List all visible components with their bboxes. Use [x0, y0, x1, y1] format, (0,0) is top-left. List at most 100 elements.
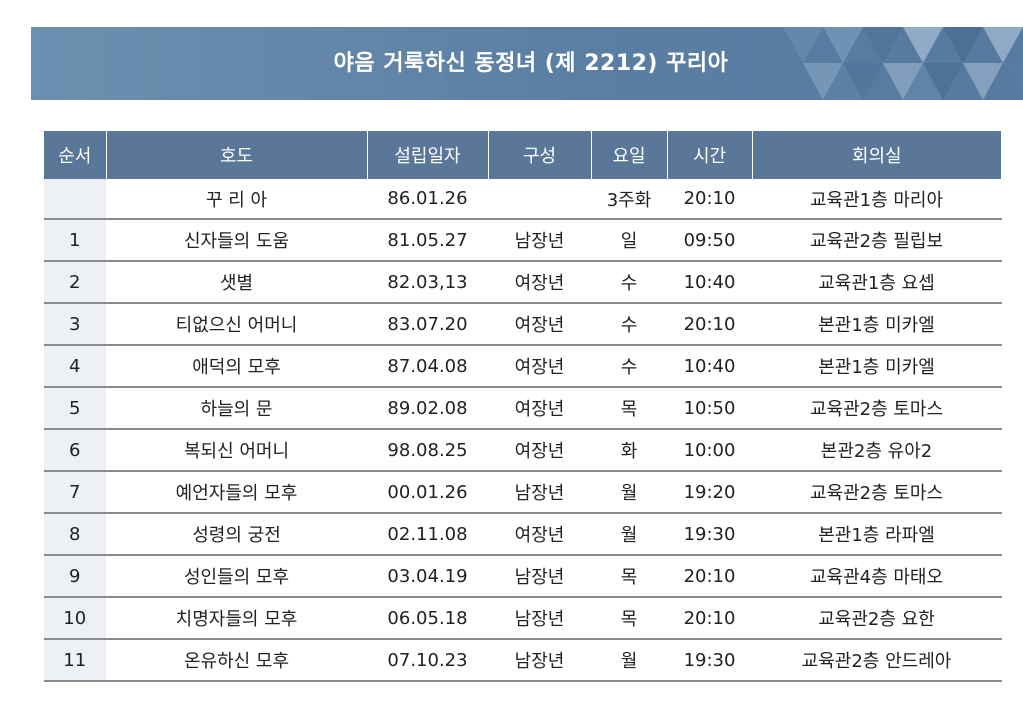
room-cell: 교육관2층 안드레아	[752, 639, 1002, 682]
name-cell: 티없으신 어머니	[106, 303, 368, 346]
name-cell: 신자들의 도움	[106, 219, 368, 262]
day-cell: 목	[591, 555, 668, 598]
table-body: 꾸 리 아 86.01.26 3주화 20:10 교육관1층 마리아 1 신자들의 도움 81…	[44, 179, 1002, 682]
day-cell: 화	[591, 429, 668, 472]
composition-cell	[488, 179, 592, 220]
order-cell: 3	[44, 303, 107, 346]
name-cell: 애덕의 모후	[106, 345, 368, 388]
title-banner: 야음 거룩하신 동정녀 (제 2212) 꾸리아	[31, 27, 1023, 100]
founded-cell: 87.04.08	[367, 345, 489, 388]
order-cell: 7	[44, 471, 107, 514]
day-cell: 일	[591, 219, 668, 262]
column-header: 순서	[44, 131, 107, 179]
founded-cell: 03.04.19	[367, 555, 489, 598]
order-cell: 5	[44, 387, 107, 430]
column-header: 설립일자	[367, 131, 489, 179]
founded-cell: 07.10.23	[367, 639, 489, 682]
room-cell: 교육관4층 마태오	[752, 555, 1002, 598]
column-header: 회의실	[752, 131, 1001, 179]
composition-cell: 남장년	[488, 219, 592, 262]
column-header: 시간	[667, 131, 753, 179]
column-header: 요일	[591, 131, 668, 179]
name-cell: 예언자들의 모후	[106, 471, 368, 514]
founded-cell: 81.05.27	[367, 219, 489, 262]
time-cell: 20:10	[667, 597, 753, 640]
room-cell: 교육관2층 토마스	[752, 387, 1002, 430]
table-row: 2 샛별 82.03,13 여장년 수 10:40 교육관1층 요셉	[44, 261, 1002, 304]
room-cell: 본관1층 라파엘	[752, 513, 1002, 556]
order-cell: 2	[44, 261, 107, 304]
column-header: 구성	[488, 131, 592, 179]
order-cell: 9	[44, 555, 107, 598]
name-cell: 치명자들의 모후	[106, 597, 368, 640]
table-row: 6 복되신 어머니 98.08.25 여장년 화 10:00 본관2층 유아2	[44, 429, 1002, 472]
composition-cell: 남장년	[488, 597, 592, 640]
room-cell: 교육관2층 필립보	[752, 219, 1002, 262]
groups-table: 순서 호도 설립일자 구성 요일 시간 회의실 꾸 리 아 86.01.26 3주화…	[44, 131, 1002, 682]
founded-cell: 86.01.26	[367, 179, 489, 220]
page-title: 야음 거룩하신 동정녀 (제 2212) 꾸리아	[333, 51, 729, 76]
table-row: 5 하늘의 문 89.02.08 여장년 목 10:50 교육관2층 토마스	[44, 387, 1002, 430]
name-cell: 성령의 궁전	[106, 513, 368, 556]
room-cell: 교육관1층 마리아	[752, 179, 1002, 220]
composition-cell: 여장년	[488, 513, 592, 556]
composition-cell: 여장년	[488, 261, 592, 304]
triangle-pattern-decoration	[783, 27, 1023, 100]
order-cell: 6	[44, 429, 107, 472]
time-cell: 20:10	[667, 555, 753, 598]
room-cell: 교육관2층 요한	[752, 597, 1002, 640]
table-row: 9 성인들의 모후 03.04.19 남장년 목 20:10 교육관4층 마태오	[44, 555, 1002, 598]
column-header: 호도	[106, 131, 368, 179]
room-cell: 교육관2층 토마스	[752, 471, 1002, 514]
table-row: 꾸 리 아 86.01.26 3주화 20:10 교육관1층 마리아	[44, 179, 1002, 220]
name-cell: 꾸 리 아	[106, 179, 368, 220]
composition-cell: 여장년	[488, 303, 592, 346]
day-cell: 목	[591, 387, 668, 430]
time-cell: 10:50	[667, 387, 753, 430]
founded-cell: 82.03,13	[367, 261, 489, 304]
founded-cell: 89.02.08	[367, 387, 489, 430]
name-cell: 복되신 어머니	[106, 429, 368, 472]
order-cell: 8	[44, 513, 107, 556]
day-cell: 3주화	[591, 179, 668, 220]
composition-cell: 남장년	[488, 471, 592, 514]
day-cell: 수	[591, 303, 668, 346]
room-cell: 본관1층 미카엘	[752, 345, 1002, 388]
day-cell: 목	[591, 597, 668, 640]
table-row: 3 티없으신 어머니 83.07.20 여장년 수 20:10 본관1층 미카엘	[44, 303, 1002, 346]
day-cell: 월	[591, 513, 668, 556]
order-cell: 11	[44, 639, 107, 682]
founded-cell: 06.05.18	[367, 597, 489, 640]
table-row: 10 치명자들의 모후 06.05.18 남장년 목 20:10 교육관2층 요한	[44, 597, 1002, 640]
table-row: 7 예언자들의 모후 00.01.26 남장년 월 19:20 교육관2층 토마스	[44, 471, 1002, 514]
time-cell: 19:20	[667, 471, 753, 514]
founded-cell: 98.08.25	[367, 429, 489, 472]
name-cell: 온유하신 모후	[106, 639, 368, 682]
composition-cell: 남장년	[488, 555, 592, 598]
time-cell: 10:40	[667, 345, 753, 388]
founded-cell: 00.01.26	[367, 471, 489, 514]
time-cell: 20:10	[667, 303, 753, 346]
founded-cell: 83.07.20	[367, 303, 489, 346]
day-cell: 월	[591, 639, 668, 682]
day-cell: 월	[591, 471, 668, 514]
time-cell: 09:50	[667, 219, 753, 262]
order-cell: 10	[44, 597, 107, 640]
time-cell: 10:00	[667, 429, 753, 472]
table-row: 4 애덕의 모후 87.04.08 여장년 수 10:40 본관1층 미카엘	[44, 345, 1002, 388]
table-row: 11 온유하신 모후 07.10.23 남장년 월 19:30 교육관2층 안드레아	[44, 639, 1002, 682]
founded-cell: 02.11.08	[367, 513, 489, 556]
composition-cell: 여장년	[488, 345, 592, 388]
day-cell: 수	[591, 261, 668, 304]
time-cell: 19:30	[667, 639, 753, 682]
time-cell: 10:40	[667, 261, 753, 304]
table-row: 1 신자들의 도움 81.05.27 남장년 일 09:50 교육관2층 필립보	[44, 219, 1002, 262]
time-cell: 20:10	[667, 179, 753, 220]
room-cell: 본관1층 미카엘	[752, 303, 1002, 346]
name-cell: 샛별	[106, 261, 368, 304]
day-cell: 수	[591, 345, 668, 388]
order-cell: 4	[44, 345, 107, 388]
composition-cell: 여장년	[488, 387, 592, 430]
composition-cell: 여장년	[488, 429, 592, 472]
table-row: 8 성령의 궁전 02.11.08 여장년 월 19:30 본관1층 라파엘	[44, 513, 1002, 556]
